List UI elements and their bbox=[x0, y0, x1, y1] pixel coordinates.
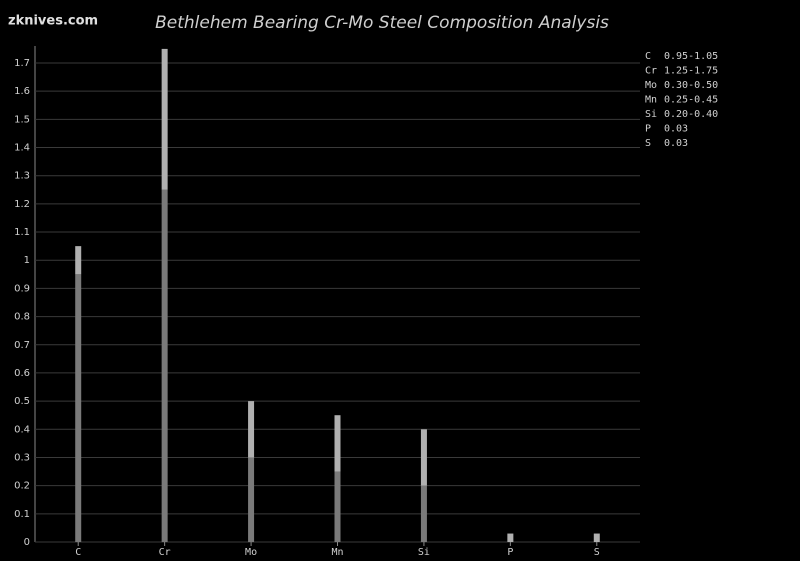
legend-range: 0.03 bbox=[664, 124, 688, 135]
legend-range: 0.20-0.40 bbox=[664, 109, 718, 120]
bar-range bbox=[161, 48, 168, 190]
y-tick-label: 1.6 bbox=[14, 86, 30, 97]
y-tick-label: 0.8 bbox=[14, 312, 30, 323]
bar-range bbox=[507, 533, 514, 542]
legend-name: Mo bbox=[645, 80, 657, 91]
bar-range bbox=[593, 533, 600, 542]
y-tick-label: 0.5 bbox=[14, 396, 30, 407]
y-tick-label: 0.2 bbox=[14, 481, 30, 492]
y-tick-label: 0.1 bbox=[14, 509, 30, 520]
legend-name: Cr bbox=[645, 66, 657, 77]
bar-range bbox=[75, 246, 82, 275]
legend-name: Si bbox=[645, 109, 657, 120]
y-tick-label: 0.6 bbox=[14, 368, 30, 379]
bar-range bbox=[334, 415, 341, 472]
legend-range: 1.25-1.75 bbox=[664, 66, 718, 77]
y-tick-label: 1.1 bbox=[14, 227, 30, 238]
bar-min bbox=[420, 485, 427, 542]
legend-range: 0.03 bbox=[664, 138, 688, 149]
legend-range: 0.95-1.05 bbox=[664, 51, 718, 62]
bar-min bbox=[161, 189, 168, 543]
x-tick-label: S bbox=[594, 547, 600, 558]
legend-range: 0.25-0.45 bbox=[664, 95, 718, 106]
bar-min bbox=[334, 471, 341, 542]
y-tick-label: 1.4 bbox=[14, 143, 30, 154]
x-tick-label: Mn bbox=[331, 547, 343, 558]
y-tick-label: 0.9 bbox=[14, 283, 30, 294]
bar-range bbox=[248, 401, 255, 458]
bar-min bbox=[75, 274, 82, 542]
x-tick-label: P bbox=[507, 547, 513, 558]
y-tick-label: 1.2 bbox=[14, 199, 30, 210]
y-tick-label: 0.3 bbox=[14, 452, 30, 463]
legend-name: P bbox=[645, 124, 651, 135]
legend-range: 0.30-0.50 bbox=[664, 80, 718, 91]
y-tick-label: 1.3 bbox=[14, 171, 30, 182]
watermark: zknives.com bbox=[8, 14, 98, 29]
x-tick-label: C bbox=[75, 547, 81, 558]
y-tick-label: 0.4 bbox=[14, 424, 30, 435]
legend-name: S bbox=[645, 138, 651, 149]
y-tick-label: 1.7 bbox=[14, 58, 30, 69]
bar-min bbox=[248, 457, 255, 542]
x-tick-label: Si bbox=[418, 547, 430, 558]
x-tick-label: Cr bbox=[159, 547, 171, 558]
y-tick-label: 1.5 bbox=[14, 114, 30, 125]
x-tick-label: Mo bbox=[245, 547, 257, 558]
bar-range bbox=[420, 429, 427, 486]
legend-name: C bbox=[645, 51, 651, 62]
chart-title: Bethlehem Bearing Cr-Mo Steel Compositio… bbox=[155, 13, 609, 33]
y-tick-label: 1 bbox=[24, 255, 30, 266]
y-tick-label: 0 bbox=[24, 537, 30, 548]
legend-name: Mn bbox=[645, 95, 657, 106]
y-tick-label: 0.7 bbox=[14, 340, 30, 351]
